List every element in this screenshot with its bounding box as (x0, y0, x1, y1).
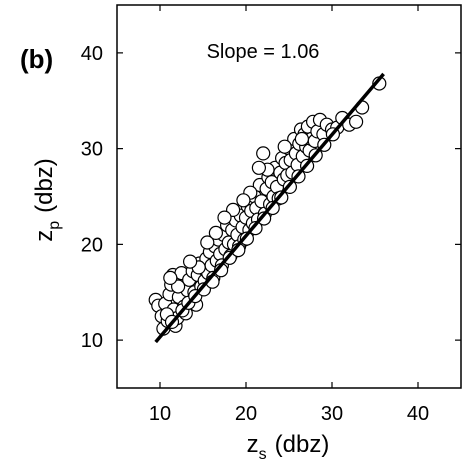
y-axis-ticks: 10 20 30 40 (81, 43, 461, 352)
x-axis-label: zs (dbz) (247, 431, 330, 463)
x-tick-label-40: 40 (407, 403, 429, 425)
data-point-131 (294, 131, 309, 147)
y-tick-label-40: 40 (81, 43, 103, 65)
scatter-points (148, 76, 387, 336)
x-axis-label-sub: s (259, 446, 267, 463)
data-point-130 (277, 139, 292, 154)
x-axis-label-unit: (dbz) (275, 431, 330, 458)
x-tick-label-20: 20 (235, 403, 257, 425)
y-axis-label-unit: (dbz) (31, 158, 58, 213)
data-point-135 (183, 254, 198, 269)
x-tick-label-30: 30 (321, 403, 343, 425)
x-axis-label-var: z (247, 431, 259, 458)
data-point-133 (217, 210, 232, 225)
data-point-116 (265, 200, 280, 216)
y-axis-label-var: z (31, 230, 58, 242)
data-point-61 (256, 146, 271, 161)
fit-line (154, 72, 385, 344)
plot-frame (116, 4, 462, 389)
panel-label: (b) (20, 44, 53, 74)
y-tick-label-10: 10 (81, 330, 103, 352)
data-point-136 (163, 270, 178, 285)
data-point-134 (200, 235, 215, 250)
slope-annotation: Slope = 1.06 (207, 41, 320, 63)
x-axis-ticks: 10 20 30 40 (149, 5, 429, 425)
y-tick-label-20: 20 (81, 234, 103, 256)
data-point-100 (349, 114, 364, 129)
data-point-114 (248, 221, 263, 236)
y-axis-label: zp (dbz) (31, 158, 63, 242)
y-tick-label-30: 30 (81, 139, 103, 161)
data-point-137 (251, 160, 266, 175)
x-tick-label-10: 10 (149, 403, 171, 425)
data-point-132 (236, 193, 251, 208)
y-axis-label-sub: p (46, 221, 63, 230)
data-point-126 (208, 225, 223, 240)
